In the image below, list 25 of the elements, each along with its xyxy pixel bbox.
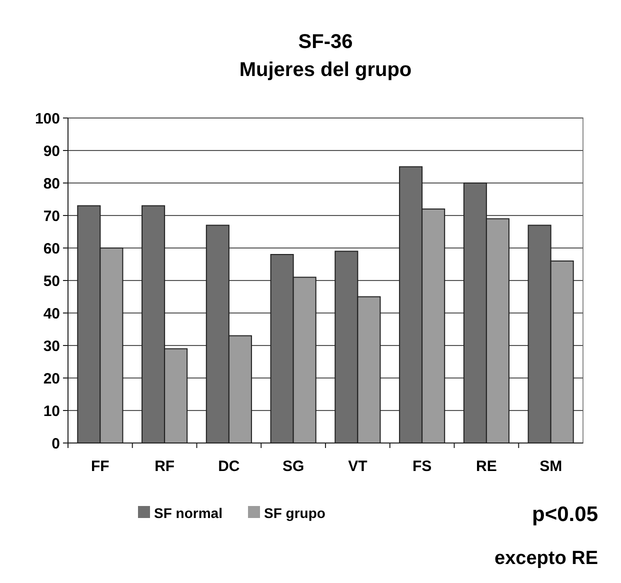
text: p<0.05 <box>532 503 598 526</box>
legend-label: SF normal <box>154 504 222 521</box>
y-tick-label: 70 <box>43 208 60 225</box>
y-tick-label: 40 <box>43 305 60 322</box>
legend-label: SF grupo <box>264 504 326 521</box>
x-tick-label: VT <box>348 458 368 475</box>
chart-title: SF-36 <box>298 31 353 53</box>
chart-subtitle: Mujeres del grupo <box>239 59 412 81</box>
y-tick-label: 100 <box>34 110 60 128</box>
x-tick-label: DC <box>218 458 240 475</box>
x-tick-label: SG <box>282 458 304 475</box>
x-tick-label: RF <box>154 458 175 475</box>
y-tick-label: 10 <box>43 402 60 420</box>
y-tick-label: 60 <box>43 240 60 258</box>
y-tick-label: 80 <box>43 175 60 192</box>
x-tick-label: FF <box>91 458 110 475</box>
y-tick-label: 90 <box>43 142 60 160</box>
y-tick-label: 20 <box>43 370 60 388</box>
y-tick-label: 0 <box>52 435 60 452</box>
text: excepto RE <box>494 548 598 569</box>
x-tick-label: RE <box>476 458 497 475</box>
y-tick-label: 50 <box>43 272 60 290</box>
y-tick-label: 30 <box>43 338 60 355</box>
x-tick-label: SM <box>540 458 562 475</box>
x-tick-label: FS <box>412 458 432 475</box>
